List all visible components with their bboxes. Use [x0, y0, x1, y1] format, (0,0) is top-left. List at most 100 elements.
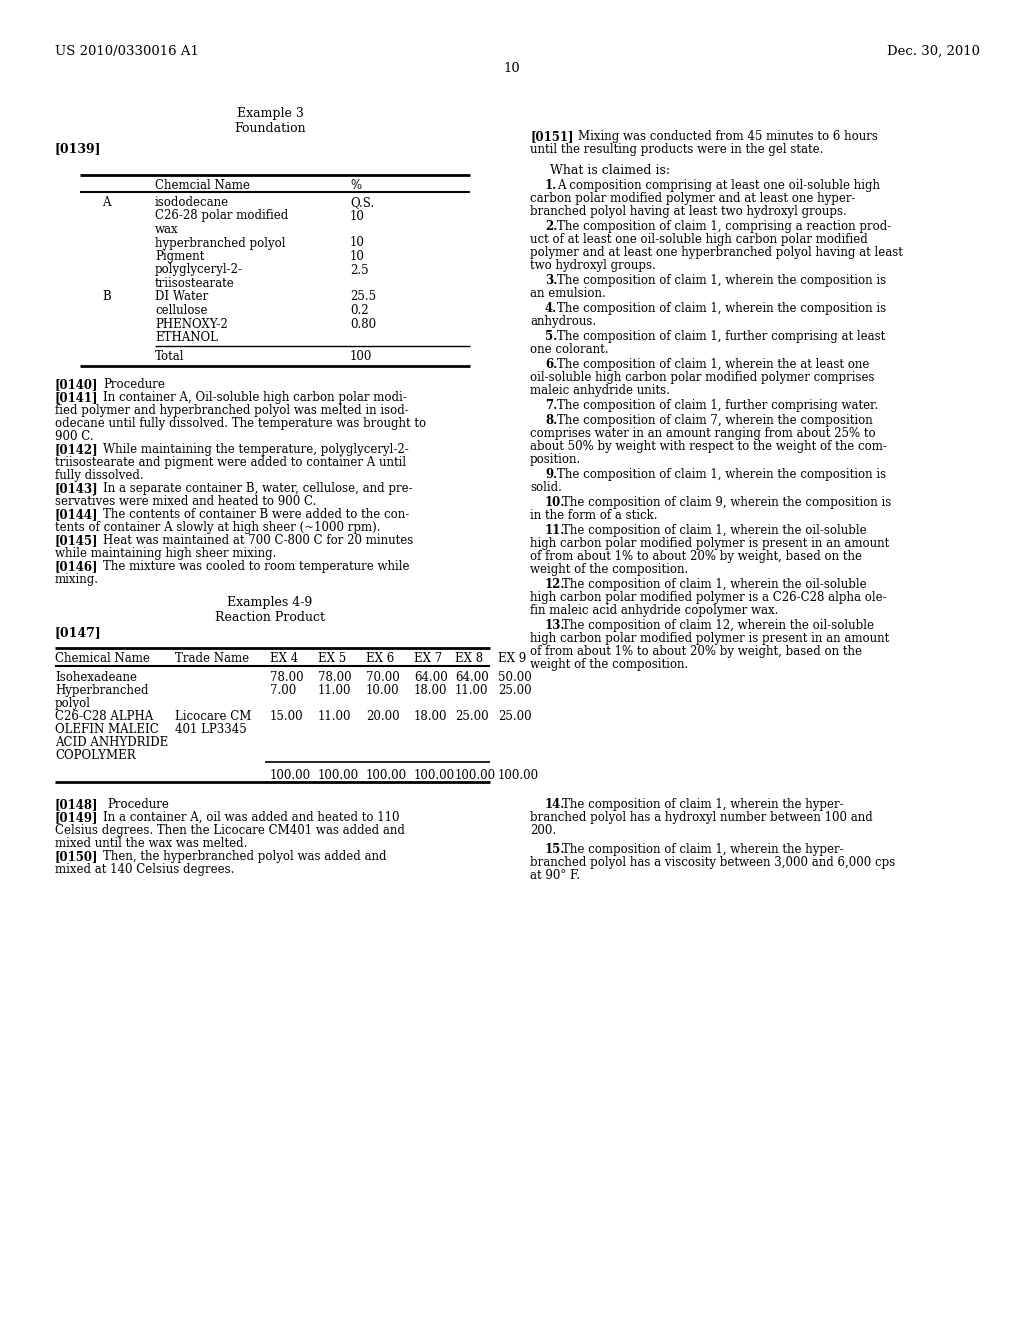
Text: weight of the composition.: weight of the composition. [530, 657, 688, 671]
Text: about 50% by weight with respect to the weight of the com-: about 50% by weight with respect to the … [530, 440, 887, 453]
Text: [0144]: [0144] [55, 508, 98, 521]
Text: in the form of a stick.: in the form of a stick. [530, 510, 657, 521]
Text: 64.00: 64.00 [455, 671, 488, 684]
Text: 13.: 13. [545, 619, 565, 632]
Text: comprises water in an amount ranging from about 25% to: comprises water in an amount ranging fro… [530, 426, 876, 440]
Text: PHENOXY-2: PHENOXY-2 [155, 318, 227, 330]
Text: mixed at 140 Celsius degrees.: mixed at 140 Celsius degrees. [55, 863, 234, 876]
Text: 10: 10 [350, 236, 365, 249]
Text: The composition of claim 12, wherein the oil-soluble: The composition of claim 12, wherein the… [562, 619, 874, 632]
Text: high carbon polar modified polymer is present in an amount: high carbon polar modified polymer is pr… [530, 537, 889, 550]
Text: until the resulting products were in the gel state.: until the resulting products were in the… [530, 143, 823, 156]
Text: In container A, Oil-soluble high carbon polar modi-: In container A, Oil-soluble high carbon … [103, 391, 407, 404]
Text: 401 LP3345: 401 LP3345 [175, 723, 247, 737]
Text: tents of container A slowly at high sheer (~1000 rpm).: tents of container A slowly at high shee… [55, 521, 381, 535]
Text: EX 5: EX 5 [318, 652, 346, 665]
Text: position.: position. [530, 453, 582, 466]
Text: 20.00: 20.00 [366, 710, 399, 723]
Text: branched polyol has a hydroxyl number between 100 and: branched polyol has a hydroxyl number be… [530, 810, 872, 824]
Text: [0143]: [0143] [55, 482, 98, 495]
Text: [0150]: [0150] [55, 850, 98, 863]
Text: an emulsion.: an emulsion. [530, 286, 606, 300]
Text: Total: Total [155, 351, 184, 363]
Text: %: % [350, 180, 361, 191]
Text: Procedure: Procedure [106, 799, 169, 810]
Text: 4.: 4. [545, 302, 557, 315]
Text: The composition of claim 1, wherein the composition is: The composition of claim 1, wherein the … [557, 469, 886, 480]
Text: The composition of claim 1, wherein the oil-soluble: The composition of claim 1, wherein the … [562, 578, 866, 591]
Text: EX 8: EX 8 [455, 652, 483, 665]
Text: C26-28 polar modified: C26-28 polar modified [155, 210, 288, 223]
Text: 200.: 200. [530, 824, 556, 837]
Text: Examples 4-9: Examples 4-9 [227, 597, 312, 609]
Text: 25.5: 25.5 [350, 290, 376, 304]
Text: 25.00: 25.00 [455, 710, 488, 723]
Text: 0.80: 0.80 [350, 318, 376, 330]
Text: branched polyol having at least two hydroxyl groups.: branched polyol having at least two hydr… [530, 205, 847, 218]
Text: [0148]: [0148] [55, 799, 98, 810]
Text: 15.: 15. [545, 843, 565, 855]
Text: While maintaining the temperature, polyglyceryl-2-: While maintaining the temperature, polyg… [103, 444, 409, 455]
Text: 70.00: 70.00 [366, 671, 399, 684]
Text: while maintaining high sheer mixing.: while maintaining high sheer mixing. [55, 546, 276, 560]
Text: 11.00: 11.00 [318, 710, 351, 723]
Text: oil-soluble high carbon polar modified polymer comprises: oil-soluble high carbon polar modified p… [530, 371, 874, 384]
Text: The composition of claim 1, further comprising water.: The composition of claim 1, further comp… [557, 399, 879, 412]
Text: 11.00: 11.00 [455, 684, 488, 697]
Text: 78.00: 78.00 [270, 671, 304, 684]
Text: polyglyceryl-2-: polyglyceryl-2- [155, 264, 243, 276]
Text: [0140]: [0140] [55, 378, 98, 391]
Text: Licocare CM: Licocare CM [175, 710, 251, 723]
Text: polymer and at least one hyperbranched polyol having at least: polymer and at least one hyperbranched p… [530, 246, 903, 259]
Text: 10: 10 [350, 210, 365, 223]
Text: EX 7: EX 7 [414, 652, 442, 665]
Text: 0.2: 0.2 [350, 304, 369, 317]
Text: [0142]: [0142] [55, 444, 98, 455]
Text: A composition comprising at least one oil-soluble high: A composition comprising at least one oi… [557, 180, 880, 191]
Text: of from about 1% to about 20% by weight, based on the: of from about 1% to about 20% by weight,… [530, 550, 862, 564]
Text: solid.: solid. [530, 480, 562, 494]
Text: branched polyol has a viscosity between 3,000 and 6,000 cps: branched polyol has a viscosity between … [530, 855, 895, 869]
Text: The composition of claim 1, wherein the composition is: The composition of claim 1, wherein the … [557, 275, 886, 286]
Text: Reaction Product: Reaction Product [215, 611, 325, 624]
Text: [0151]: [0151] [530, 129, 573, 143]
Text: 100.00: 100.00 [455, 770, 496, 781]
Text: 12.: 12. [545, 578, 565, 591]
Text: mixed until the wax was melted.: mixed until the wax was melted. [55, 837, 248, 850]
Text: The composition of claim 9, wherein the composition is: The composition of claim 9, wherein the … [562, 496, 891, 510]
Text: 900 C.: 900 C. [55, 430, 93, 444]
Text: Dec. 30, 2010: Dec. 30, 2010 [887, 45, 980, 58]
Text: EX 4: EX 4 [270, 652, 298, 665]
Text: high carbon polar modified polymer is present in an amount: high carbon polar modified polymer is pr… [530, 632, 889, 645]
Text: Chemical Name: Chemical Name [55, 652, 150, 665]
Text: Celsius degrees. Then the Licocare CM401 was added and: Celsius degrees. Then the Licocare CM401… [55, 824, 404, 837]
Text: 15.00: 15.00 [270, 710, 304, 723]
Text: 10: 10 [504, 62, 520, 75]
Text: [0146]: [0146] [55, 560, 98, 573]
Text: carbon polar modified polymer and at least one hyper-: carbon polar modified polymer and at lea… [530, 191, 855, 205]
Text: cellulose: cellulose [155, 304, 208, 317]
Text: A: A [102, 195, 111, 209]
Text: The mixture was cooled to room temperature while: The mixture was cooled to room temperatu… [103, 560, 410, 573]
Text: OLEFIN MALEIC: OLEFIN MALEIC [55, 723, 159, 737]
Text: [0149]: [0149] [55, 810, 98, 824]
Text: Hyperbranched: Hyperbranched [55, 684, 148, 697]
Text: Chemcial Name: Chemcial Name [155, 180, 250, 191]
Text: fin maleic acid anhydride copolymer wax.: fin maleic acid anhydride copolymer wax. [530, 605, 778, 616]
Text: of from about 1% to about 20% by weight, based on the: of from about 1% to about 20% by weight,… [530, 645, 862, 657]
Text: Then, the hyperbranched polyol was added and: Then, the hyperbranched polyol was added… [103, 850, 386, 863]
Text: [0139]: [0139] [55, 143, 101, 154]
Text: 11.00: 11.00 [318, 684, 351, 697]
Text: 100.00: 100.00 [498, 770, 539, 781]
Text: triisostearate: triisostearate [155, 277, 234, 290]
Text: The composition of claim 1, wherein the at least one: The composition of claim 1, wherein the … [557, 358, 869, 371]
Text: fully dissolved.: fully dissolved. [55, 469, 143, 482]
Text: Example 3: Example 3 [237, 107, 303, 120]
Text: fied polymer and hyperbranched polyol was melted in isod-: fied polymer and hyperbranched polyol wa… [55, 404, 409, 417]
Text: odecane until fully dissolved. The temperature was brought to: odecane until fully dissolved. The tempe… [55, 417, 426, 430]
Text: 9.: 9. [545, 469, 557, 480]
Text: [0147]: [0147] [55, 626, 101, 639]
Text: 3.: 3. [545, 275, 557, 286]
Text: 6.: 6. [545, 358, 557, 371]
Text: triisostearate and pigment were added to container A until: triisostearate and pigment were added to… [55, 455, 407, 469]
